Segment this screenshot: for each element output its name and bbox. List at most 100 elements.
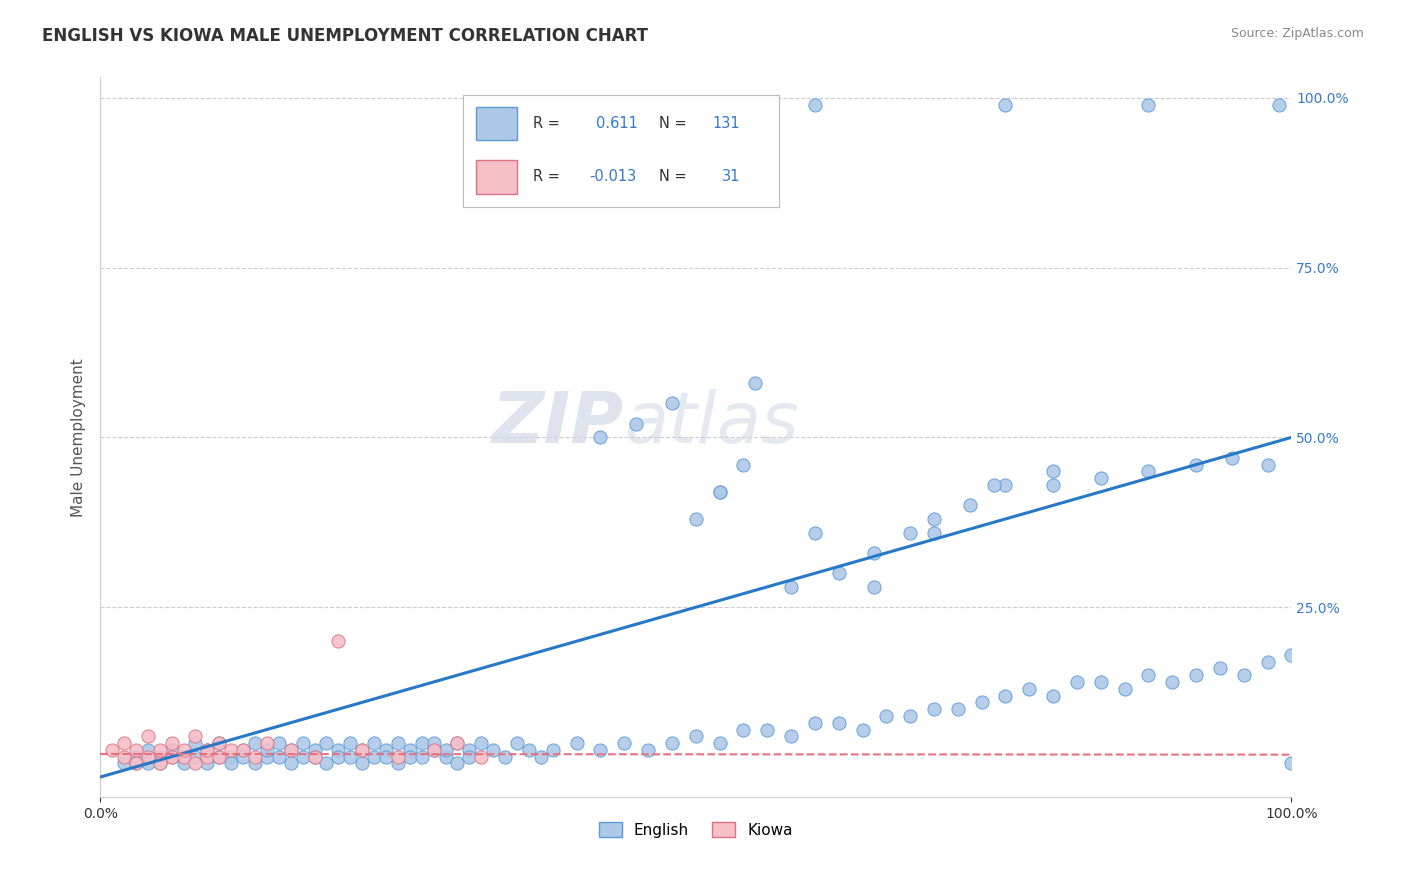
Point bbox=[256, 736, 278, 750]
Point bbox=[434, 749, 457, 764]
Point bbox=[517, 743, 540, 757]
Point bbox=[243, 736, 266, 750]
Point bbox=[339, 736, 361, 750]
Point bbox=[898, 525, 921, 540]
Point bbox=[149, 756, 172, 771]
Point bbox=[983, 478, 1005, 492]
Point bbox=[1042, 464, 1064, 478]
Point bbox=[208, 736, 231, 750]
Point bbox=[160, 749, 183, 764]
Point bbox=[149, 743, 172, 757]
Point bbox=[375, 749, 398, 764]
Point bbox=[173, 749, 195, 764]
Point bbox=[922, 702, 945, 716]
Point bbox=[195, 749, 218, 764]
Point bbox=[1257, 655, 1279, 669]
Text: ENGLISH VS KIOWA MALE UNEMPLOYMENT CORRELATION CHART: ENGLISH VS KIOWA MALE UNEMPLOYMENT CORRE… bbox=[42, 27, 648, 45]
Point bbox=[1090, 471, 1112, 485]
Point bbox=[1042, 689, 1064, 703]
Point bbox=[363, 736, 385, 750]
Point bbox=[422, 743, 444, 757]
Point bbox=[160, 749, 183, 764]
Point bbox=[733, 458, 755, 472]
Point bbox=[733, 723, 755, 737]
Point bbox=[280, 756, 302, 771]
Y-axis label: Male Unemployment: Male Unemployment bbox=[72, 358, 86, 516]
Point bbox=[232, 743, 254, 757]
Point bbox=[101, 743, 124, 757]
Point bbox=[1066, 675, 1088, 690]
Point bbox=[446, 756, 468, 771]
Point bbox=[315, 756, 337, 771]
Point bbox=[208, 749, 231, 764]
Point bbox=[328, 749, 350, 764]
Point bbox=[458, 749, 481, 764]
Legend: English, Kiowa: English, Kiowa bbox=[593, 816, 799, 844]
Point bbox=[280, 743, 302, 757]
Point bbox=[446, 736, 468, 750]
Point bbox=[219, 749, 242, 764]
Point bbox=[219, 756, 242, 771]
Point bbox=[1257, 458, 1279, 472]
Point bbox=[506, 736, 529, 750]
Point bbox=[1268, 97, 1291, 112]
Point bbox=[256, 743, 278, 757]
Point bbox=[470, 749, 492, 764]
Point bbox=[922, 525, 945, 540]
Point bbox=[446, 736, 468, 750]
Point bbox=[898, 709, 921, 723]
Point bbox=[387, 736, 409, 750]
Point bbox=[863, 546, 886, 560]
Point bbox=[184, 736, 207, 750]
Point bbox=[624, 417, 647, 431]
Point bbox=[1090, 675, 1112, 690]
Point bbox=[1042, 478, 1064, 492]
Point bbox=[280, 743, 302, 757]
Point bbox=[328, 634, 350, 648]
Point bbox=[994, 689, 1017, 703]
Point bbox=[1220, 450, 1243, 465]
Point bbox=[195, 756, 218, 771]
Point bbox=[1114, 681, 1136, 696]
Point bbox=[398, 749, 420, 764]
Point bbox=[1137, 97, 1160, 112]
Point bbox=[863, 580, 886, 594]
Point bbox=[1209, 661, 1232, 675]
Point bbox=[173, 749, 195, 764]
Point bbox=[756, 723, 779, 737]
Point bbox=[994, 478, 1017, 492]
Point bbox=[709, 484, 731, 499]
Point bbox=[780, 580, 803, 594]
Point bbox=[112, 736, 135, 750]
Point bbox=[709, 484, 731, 499]
Point bbox=[136, 749, 159, 764]
Point bbox=[685, 729, 707, 743]
Point bbox=[685, 512, 707, 526]
Point bbox=[589, 743, 612, 757]
Point bbox=[267, 749, 290, 764]
Point bbox=[256, 749, 278, 764]
Point bbox=[851, 723, 873, 737]
Point bbox=[994, 97, 1017, 112]
Point bbox=[411, 736, 433, 750]
Point bbox=[267, 736, 290, 750]
Point bbox=[184, 749, 207, 764]
Point bbox=[458, 743, 481, 757]
Point bbox=[565, 736, 588, 750]
Point bbox=[352, 743, 374, 757]
Point bbox=[149, 756, 172, 771]
Point bbox=[804, 97, 827, 112]
Point bbox=[125, 756, 148, 771]
Point bbox=[363, 749, 385, 764]
Point bbox=[160, 743, 183, 757]
Point bbox=[339, 749, 361, 764]
Text: Source: ZipAtlas.com: Source: ZipAtlas.com bbox=[1230, 27, 1364, 40]
Point bbox=[219, 743, 242, 757]
Text: ZIP: ZIP bbox=[492, 389, 624, 458]
Point bbox=[149, 749, 172, 764]
Point bbox=[780, 729, 803, 743]
Point bbox=[136, 756, 159, 771]
Point bbox=[661, 396, 683, 410]
Point bbox=[827, 566, 849, 581]
Point bbox=[195, 743, 218, 757]
